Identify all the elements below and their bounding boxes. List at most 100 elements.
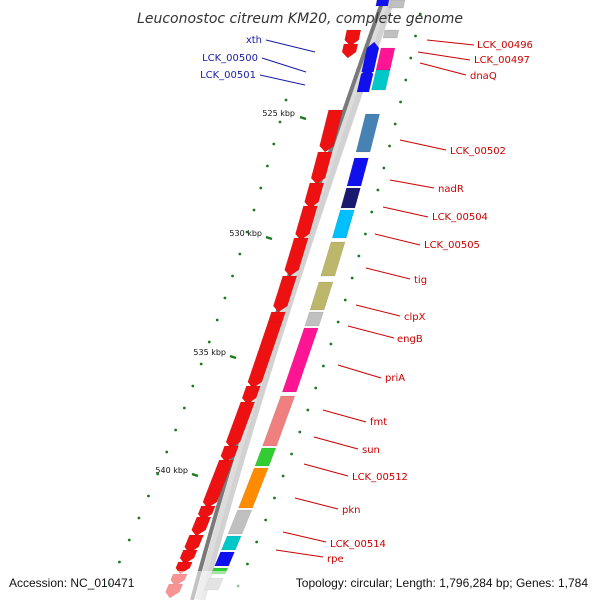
major-tick: [229, 354, 237, 360]
gene-label-tig[interactable]: tig: [414, 275, 427, 286]
cds-reverse-5[interactable]: [295, 205, 318, 241]
tick-dot: [174, 428, 178, 432]
cds-reverse-0[interactable]: [344, 29, 362, 47]
tick-dot: [393, 122, 397, 126]
cds-forward-2[interactable]: [375, 0, 390, 7]
tick-dot: [388, 144, 391, 148]
leader-line: [399, 139, 447, 151]
tick-dot: [245, 230, 249, 234]
tick-dot: [147, 494, 150, 498]
tick-dot: [376, 188, 380, 192]
forward-strand-genes: [356, 0, 390, 93]
cds-reverse-11[interactable]: [225, 401, 256, 449]
tick-dot: [137, 516, 141, 520]
tick-dot: [382, 166, 386, 170]
cds-reverse-2[interactable]: [319, 109, 343, 153]
reverse-gene-labels: LCK_00496 LCK_00497 dnaQ LCK_00502 nadR …: [275, 39, 533, 565]
gene-label-nadr[interactable]: nadR: [438, 184, 464, 195]
cog-feature-0[interactable]: [389, 0, 406, 9]
gene-label-lck-00504[interactable]: LCK_00504: [432, 212, 488, 223]
cds-reverse-9[interactable]: [247, 321, 283, 389]
cog-feature-2[interactable]: [375, 47, 396, 71]
gene-label-fmt[interactable]: fmt: [370, 417, 387, 428]
cds-reverse-12[interactable]: [220, 445, 239, 463]
tick-dot: [336, 320, 340, 324]
cog-feature-9[interactable]: [309, 281, 334, 311]
gene-label-pkn[interactable]: pkn: [342, 505, 360, 516]
leader-line: [337, 364, 382, 379]
gene-label-xth[interactable]: xth: [246, 35, 262, 46]
tick-label: 535 kbp: [193, 348, 226, 357]
gene-label-lck-00501[interactable]: LCK_00501: [200, 70, 256, 81]
cog-feature-12[interactable]: [262, 395, 296, 447]
footer-backdrop: [0, 571, 600, 600]
leader-line: [382, 206, 429, 218]
cog-feature-13[interactable]: [254, 447, 277, 467]
gene-label-lck-00500[interactable]: LCK_00500: [202, 53, 258, 64]
cog-feature-8[interactable]: [320, 241, 346, 277]
tick-dot: [165, 450, 169, 454]
cds-reverse-1[interactable]: [341, 43, 359, 59]
tick-dot: [329, 342, 333, 346]
cog-feature-14[interactable]: [238, 467, 269, 509]
leader-line: [419, 62, 467, 76]
cds-reverse-4[interactable]: [304, 182, 325, 209]
cog-feature-7[interactable]: [331, 209, 355, 239]
cog-feature-17[interactable]: [214, 551, 235, 567]
cog-feature-1[interactable]: [382, 29, 400, 39]
leader-line: [365, 267, 411, 280]
leader-line: [417, 51, 471, 61]
gene-label-lck-00497[interactable]: LCK_00497: [474, 55, 530, 66]
forward-gene-labels: xth LCK_00500 LCK_00501: [200, 35, 316, 86]
cds-reverse-3[interactable]: [310, 151, 333, 185]
cog-feature-6[interactable]: [340, 187, 361, 209]
tick-dot: [404, 78, 408, 82]
cds-reverse-13[interactable]: [202, 459, 234, 509]
cog-feature-4[interactable]: [355, 113, 380, 153]
tick-dot: [252, 208, 256, 212]
cds-reverse-10[interactable]: [241, 385, 261, 405]
tick-dot: [207, 340, 211, 344]
tick-dot: [399, 100, 402, 104]
cog-feature-16[interactable]: [220, 535, 242, 551]
gene-label-pria[interactable]: priA: [385, 373, 405, 384]
gene-label-lck-00514[interactable]: LCK_00514: [330, 539, 386, 550]
cog-feature-5[interactable]: [346, 157, 369, 187]
cds-reverse-17[interactable]: [179, 549, 198, 565]
cog-feature-11[interactable]: [281, 327, 319, 393]
leader-line: [265, 39, 316, 53]
tick-dot: [182, 406, 186, 410]
genome-title: Leuconostoc citreum KM20, complete genom…: [137, 11, 463, 27]
tick-dots: [108, 12, 422, 588]
tick-dot: [306, 408, 310, 412]
leader-line: [313, 436, 359, 450]
gene-label-lck-00505[interactable]: LCK_00505: [424, 240, 480, 251]
cds-reverse-6[interactable]: [284, 237, 309, 277]
cds-reverse-7[interactable]: [273, 275, 298, 313]
gene-label-sun[interactable]: sun: [362, 445, 380, 456]
cds-forward-1[interactable]: [356, 67, 374, 93]
tick-dot: [191, 384, 195, 388]
tick-dot: [314, 386, 318, 390]
cds-reverse-15[interactable]: [191, 516, 212, 537]
gene-label-dnaq[interactable]: dnaQ: [470, 71, 497, 82]
cog-feature-15[interactable]: [227, 509, 253, 535]
tick-dot: [231, 274, 234, 278]
major-tick: [191, 472, 199, 478]
gene-label-rpe[interactable]: rpe: [327, 554, 344, 565]
gene-label-lck-00512[interactable]: LCK_00512: [352, 472, 408, 483]
gene-label-clpx[interactable]: clpX: [404, 312, 426, 323]
tick-dot: [264, 518, 268, 522]
tick-dot: [321, 364, 325, 368]
cog-feature-3[interactable]: [371, 69, 391, 91]
tick-dot: [290, 452, 293, 456]
tick-dot: [350, 276, 354, 280]
leader-line: [303, 463, 349, 477]
tick-dot: [343, 298, 347, 302]
gene-label-lck-00502[interactable]: LCK_00502: [450, 146, 506, 157]
gene-label-engb[interactable]: engB: [397, 334, 423, 345]
leader-line: [347, 325, 395, 339]
cog-feature-10[interactable]: [304, 311, 324, 327]
gene-label-lck-00496[interactable]: LCK_00496: [477, 40, 533, 51]
